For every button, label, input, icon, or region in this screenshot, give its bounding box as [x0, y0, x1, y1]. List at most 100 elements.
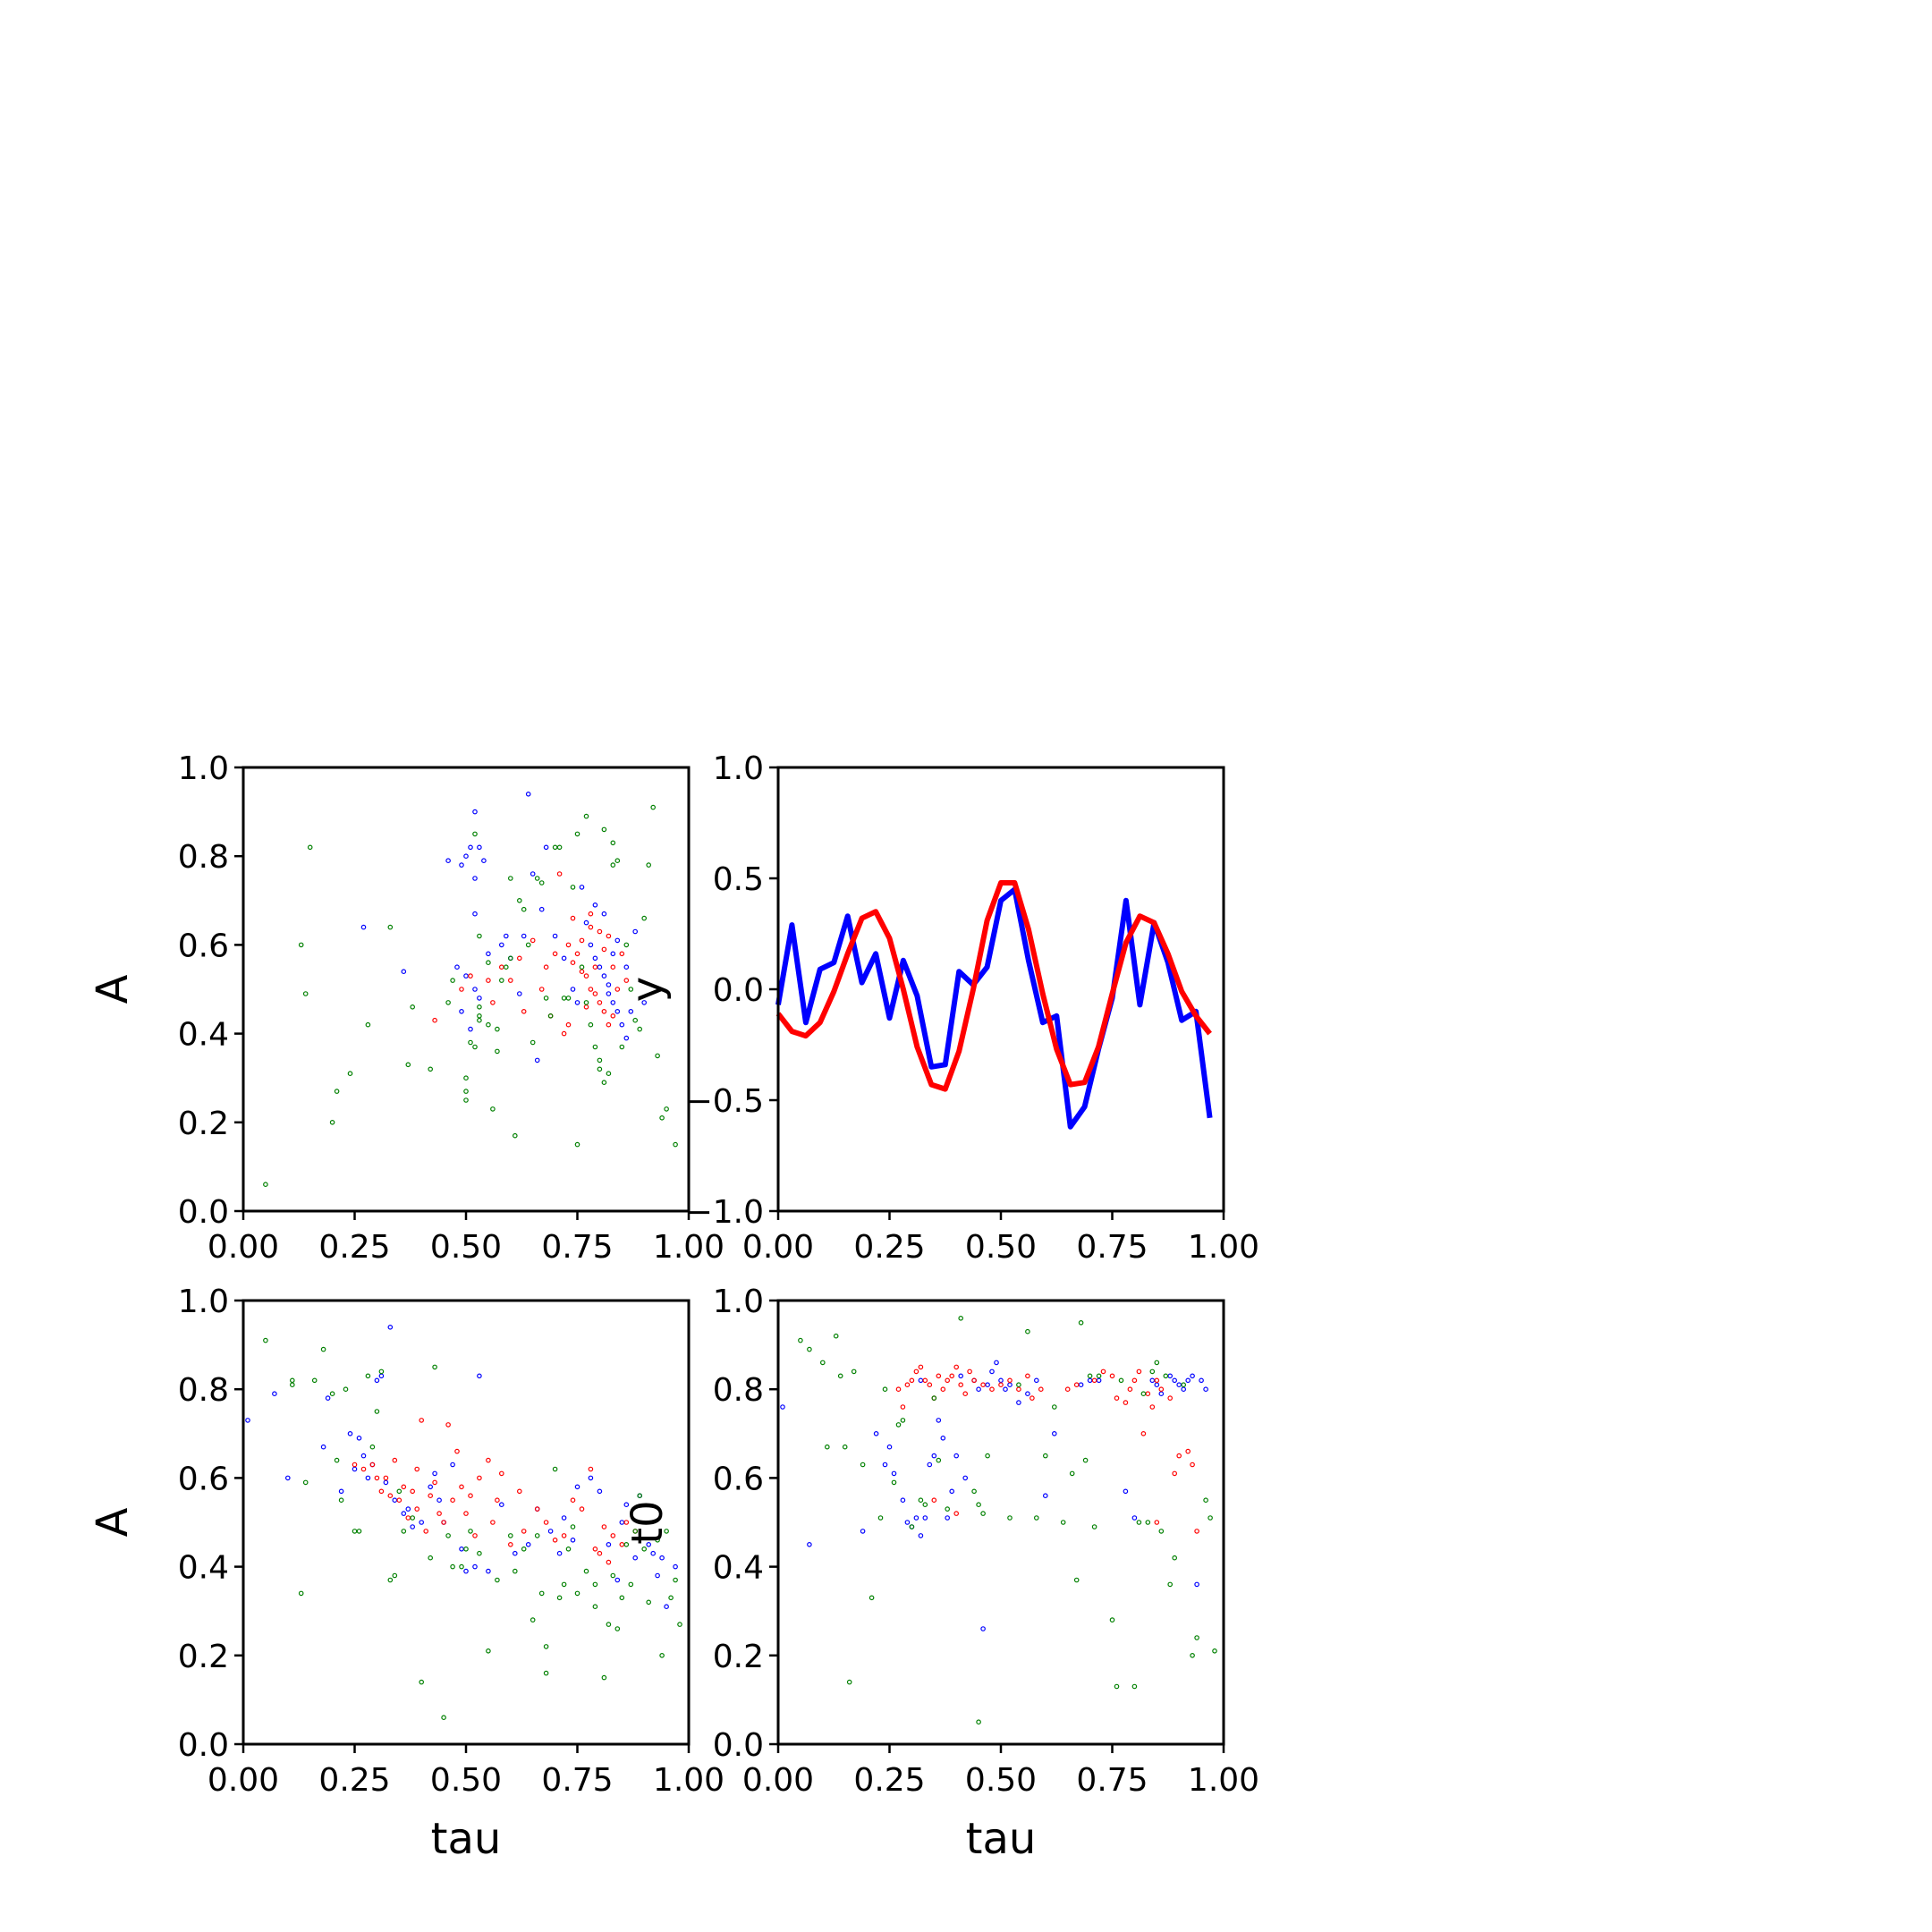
scatter-point	[614, 987, 621, 992]
scatter-point	[1078, 1320, 1084, 1326]
y-tick-label: 0.2	[713, 1639, 764, 1675]
scatter-point	[628, 1009, 634, 1014]
scatter-point	[468, 1529, 473, 1534]
scatter-point	[543, 996, 549, 1001]
scatter-point	[369, 1444, 376, 1450]
scatter-point	[477, 933, 482, 939]
scatter-point	[503, 964, 509, 970]
scatter-point	[525, 791, 531, 797]
scatter-point	[588, 924, 594, 930]
scatter-point	[534, 876, 540, 881]
scatter-point	[383, 1479, 389, 1486]
scatter-point	[1030, 1395, 1035, 1401]
scatter-point	[428, 1484, 434, 1490]
scatter-point	[949, 1488, 955, 1495]
scatter-point	[477, 1004, 482, 1010]
scatter-point	[445, 1000, 451, 1005]
scatter-point	[619, 1021, 625, 1028]
scatter-point	[392, 1457, 398, 1463]
scatter-point	[949, 1373, 955, 1379]
scatter-point	[962, 1475, 969, 1481]
y-tick-label: 0.4	[178, 1550, 229, 1587]
scatter-point	[498, 978, 504, 983]
scatter-point	[606, 1559, 612, 1565]
scatter-point	[922, 1502, 928, 1508]
x-tick-label: 0.50	[965, 1762, 1037, 1799]
scatter-point	[428, 1066, 434, 1072]
scatter-point	[486, 1021, 491, 1028]
scatter-point	[516, 991, 522, 996]
scatter-point	[450, 978, 455, 983]
scatter-point	[472, 987, 478, 992]
scatter-point	[1212, 1648, 1217, 1654]
scatter-point	[1100, 1368, 1106, 1375]
scatter-point	[945, 1506, 951, 1512]
y-tick-label: 0.8	[178, 839, 229, 876]
scatter-point	[579, 1506, 585, 1512]
scatter-point	[592, 1546, 598, 1552]
scatter-point	[971, 1488, 977, 1495]
y-tick-label: 0.6	[178, 928, 229, 964]
x-axis-label: tau	[431, 1814, 502, 1864]
scatter-point	[436, 1497, 442, 1504]
scatter-point	[561, 1533, 567, 1538]
scatter-point	[459, 987, 464, 992]
scatter-point	[606, 991, 612, 996]
scatter-point	[307, 844, 313, 851]
scatter-point	[953, 1453, 960, 1459]
scatter-point	[592, 964, 598, 970]
scatter-point	[401, 969, 407, 975]
scatter-point	[1034, 1515, 1039, 1521]
scatter-point	[877, 1515, 884, 1521]
scatter-point	[588, 911, 594, 917]
scatter-point	[543, 844, 549, 851]
scatter-point	[994, 1360, 999, 1366]
y-tick-label: 0.0	[713, 972, 764, 1009]
y-tick-label: 0.8	[178, 1372, 229, 1409]
series-red	[895, 1364, 1199, 1534]
scatter-point	[1131, 1377, 1138, 1384]
scatter-point	[623, 978, 630, 983]
scatter-point	[824, 1444, 830, 1450]
scatter-point	[610, 1000, 616, 1005]
scatter-point	[628, 1581, 634, 1588]
scatter-point	[396, 1488, 402, 1495]
scatter-point	[945, 1515, 951, 1521]
scatter-point	[623, 1502, 630, 1508]
scatter-point	[614, 937, 621, 944]
scatter-point	[1123, 1400, 1129, 1405]
scatter-point	[1199, 1377, 1204, 1384]
scatter-point	[583, 813, 589, 819]
x-tick-label: 1.00	[653, 1762, 724, 1799]
scatter-point	[459, 1484, 464, 1490]
scatter-point	[365, 1021, 371, 1028]
scatter-point	[490, 1000, 496, 1005]
scatter-point	[1194, 1635, 1199, 1640]
scatter-point	[958, 1382, 964, 1388]
scatter-point	[454, 964, 460, 970]
scatter-point	[601, 1524, 607, 1530]
scatter-point	[1136, 1520, 1142, 1525]
scatter-point	[329, 1391, 335, 1397]
scatter-point	[432, 1017, 437, 1023]
series-line-red	[775, 880, 1212, 1092]
scatter-point	[441, 1715, 446, 1721]
scatter-point	[432, 1470, 437, 1477]
scatter-point	[574, 1000, 580, 1005]
scatter-point	[378, 1368, 385, 1375]
scatter-point	[263, 1182, 268, 1188]
scatter-point	[570, 1524, 576, 1530]
y-tick-label: 0.2	[178, 1639, 229, 1675]
scatter-point	[486, 1457, 491, 1463]
scatter-point	[601, 946, 607, 953]
scatter-point	[463, 1568, 469, 1574]
scatter-point	[561, 1581, 567, 1588]
scatter-point	[1158, 1529, 1165, 1534]
scatter-point	[419, 1679, 425, 1685]
scatter-point	[352, 1462, 358, 1468]
scatter-point	[673, 1563, 678, 1570]
scatter-point	[556, 844, 563, 851]
scatter-point	[495, 1577, 500, 1583]
scatter-point	[507, 1542, 513, 1547]
scatter-point	[343, 1386, 349, 1393]
